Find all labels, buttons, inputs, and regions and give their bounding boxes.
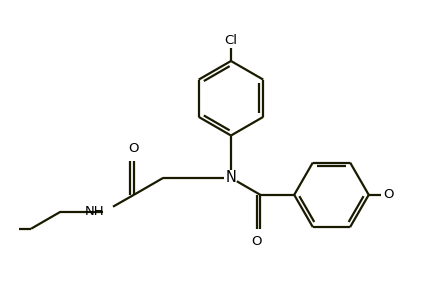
Text: Cl: Cl [224, 34, 238, 47]
Text: O: O [251, 235, 261, 248]
Text: O: O [383, 188, 394, 201]
Text: O: O [129, 142, 139, 155]
Text: NH: NH [85, 205, 105, 218]
Text: N: N [226, 170, 236, 185]
